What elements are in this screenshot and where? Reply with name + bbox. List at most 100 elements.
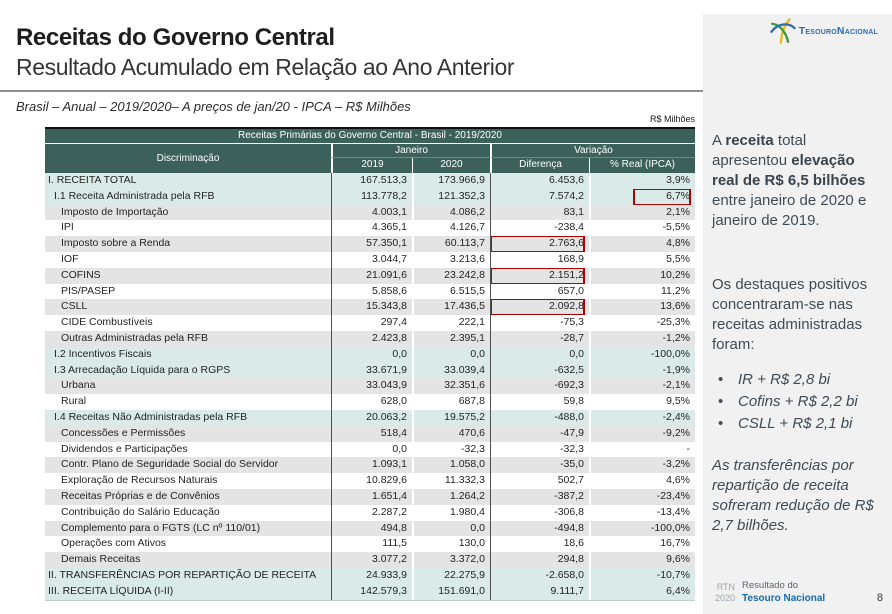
table-row: IOF 3.044,7 3.213,6 168,9 5,5%: [45, 251, 695, 268]
footer-label-line2: Tesouro Nacional: [742, 593, 826, 604]
footer: RTN 2020 Resultado do Tesouro Nacional 8: [715, 580, 883, 605]
row-value-y2020: 0,0: [412, 346, 490, 363]
table-row: I.1 Receita Administrada pela RFB 113.778…: [45, 188, 695, 205]
row-value-y2020: 1.980,4: [412, 504, 490, 521]
table-row: Imposto de Importação 4.003,1 4.086,2 83,1 2…: [45, 204, 695, 221]
col-header-discriminacao: Discriminação: [156, 153, 220, 164]
row-value-y2020: 19.575,2: [412, 409, 490, 426]
row-label: COFINS: [61, 268, 101, 281]
row-value-diff: 2.151,2: [490, 267, 589, 284]
row-label: Contribuição do Salário Educação: [61, 505, 220, 518]
sidebar-bullet-item: IR + R$ 2,8 bi: [712, 370, 884, 390]
page-number: 8: [876, 592, 883, 604]
row-value-y2019: 2.287,2: [331, 504, 412, 521]
row-value-y2020: 3.372,0: [412, 552, 490, 568]
table-header: Discriminação Janeiro Variação 2019 2020…: [45, 144, 695, 173]
table-rows: I. RECEITA TOTAL 167.513,3 173.966,9 6.453,…: [45, 173, 695, 601]
row-value-pct: -100,0%: [589, 346, 695, 363]
row-value-pct: 13,6%: [589, 299, 695, 316]
tesouro-nacional-icon: [770, 18, 796, 44]
row-label: Concessões e Permissões: [61, 426, 186, 439]
row-value-diff: -28,7: [490, 330, 589, 347]
row-value-y2019: 21.091,6: [331, 267, 412, 284]
row-value-pct: -13,4%: [589, 504, 695, 521]
highlight-box: 2.092,8: [491, 299, 585, 316]
row-label: CSLL: [61, 300, 88, 313]
row-value-diff: -488,0: [490, 409, 589, 426]
row-value-pct: -3,2%: [589, 457, 695, 474]
table-row: Exploração de Recursos Naturais 10.829,6 1…: [45, 473, 695, 489]
row-label: IOF: [61, 252, 79, 265]
col-header-2020: 2020: [412, 158, 490, 173]
row-value-y2019: 5.858,6: [331, 283, 412, 300]
row-value-y2020: 22.275,9: [412, 567, 490, 584]
row-value-pct: -9,2%: [589, 425, 695, 442]
row-label: Imposto sobre a Renda: [61, 237, 171, 250]
row-value-pct: 16,7%: [589, 536, 695, 553]
row-value-y2019: 33.671,9: [331, 362, 412, 379]
row-value-pct: 9,6%: [589, 552, 695, 568]
row-label: Urbana: [61, 379, 96, 392]
logo-text: TesouroNacional: [798, 25, 878, 37]
row-value-y2020: 3.213,6: [412, 251, 490, 268]
row-value-pct: -: [589, 441, 695, 458]
row-label: Imposto de Importação: [61, 205, 169, 218]
row-label: PIS/PASEP: [61, 284, 116, 297]
row-value-y2020: 4.086,2: [412, 204, 490, 221]
row-value-y2020: 130,0: [412, 536, 490, 553]
row-label: II. TRANSFERÊNCIAS POR REPARTIÇÃO DE REC…: [48, 568, 317, 581]
row-value-y2020: 151.691,0: [412, 583, 490, 600]
table-row: Demais Receitas 3.077,2 3.372,0 294,8 9,6%: [45, 552, 695, 568]
row-value-diff: -238,4: [490, 220, 589, 237]
col-group-variacao: Variação: [490, 144, 695, 158]
row-value-y2020: 222,1: [412, 315, 490, 331]
table-row: I. RECEITA TOTAL 167.513,3 173.966,9 6.453,…: [45, 173, 695, 189]
footer-label: Resultado do Tesouro Nacional: [742, 580, 825, 605]
row-label: Contr. Plano de Seguridade Social do Ser…: [61, 458, 279, 471]
row-label: I.3 Arrecadação Líquida para o RGPS: [54, 363, 231, 376]
row-value-y2019: 142.579,3: [331, 583, 412, 600]
table-row: II. TRANSFERÊNCIAS POR REPARTIÇÃO DE REC…: [45, 567, 695, 584]
row-value-diff: 657,0: [490, 283, 589, 300]
row-value-diff: -494,8: [490, 520, 589, 537]
row-label: Rural: [61, 395, 87, 408]
row-value-y2019: 33.043,9: [331, 378, 412, 395]
row-value-pct: 5,5%: [589, 251, 695, 268]
row-value-diff: -75,3: [490, 315, 589, 331]
footer-rtn-line1: RTN: [716, 581, 736, 592]
row-label: CIDE Combustíveis: [61, 316, 153, 329]
table-row: CIDE Combustíveis 297,4 222,1 -75,3 -25,3%: [45, 315, 695, 331]
row-value-y2020: 60.113,7: [412, 236, 490, 252]
row-value-y2020: 2.395,1: [412, 330, 490, 347]
row-label: Dividendos e Participações: [61, 442, 188, 455]
table-row: Receitas Próprias e de Convênios 1.651,4 1…: [45, 488, 695, 505]
row-label: IPI: [61, 221, 74, 234]
row-value-pct: -23,4%: [589, 488, 695, 505]
table-row: CSLL 15.343,8 17.436,5 2.092,8 13,6%: [45, 299, 695, 316]
row-value-diff: -47,9: [490, 425, 589, 442]
table-row: COFINS 21.091,6 23.242,8 2.151,2 10,2%: [45, 267, 695, 284]
row-value-pct: 4,8%: [589, 236, 695, 252]
row-value-y2019: 111,5: [331, 536, 412, 553]
row-value-diff: -35,0: [490, 457, 589, 474]
col-header-2019: 2019: [331, 158, 412, 173]
row-value-y2019: 4.003,1: [331, 204, 412, 221]
row-value-diff: 2.763,6: [490, 236, 589, 252]
row-value-pct: 4,6%: [589, 473, 695, 489]
row-value-y2019: 3.044,7: [331, 251, 412, 268]
highlight-box: 2.763,6: [491, 236, 585, 252]
row-value-y2019: 10.829,6: [331, 473, 412, 489]
row-value-diff: 0,0: [490, 346, 589, 363]
row-value-y2020: 17.436,5: [412, 299, 490, 316]
row-value-pct: 11,2%: [589, 283, 695, 300]
table-title: Receitas Primárias do Governo Central - …: [45, 127, 695, 144]
table-row: Operações com Ativos 111,5 130,0 18,6 16,7%: [45, 536, 695, 553]
table-row: IPI 4.365,1 4.126,7 -238,4 -5,5%: [45, 220, 695, 237]
row-value-pct: -10,7%: [589, 567, 695, 584]
row-value-pct: 6,4%: [589, 583, 695, 600]
row-value-y2020: 32.351,6: [412, 378, 490, 395]
row-value-diff: 6.453,6: [490, 173, 589, 189]
scope-line: Brasil – Anual – 2019/2020– A preços de …: [16, 99, 411, 114]
row-value-y2020: 6.515,5: [412, 283, 490, 300]
